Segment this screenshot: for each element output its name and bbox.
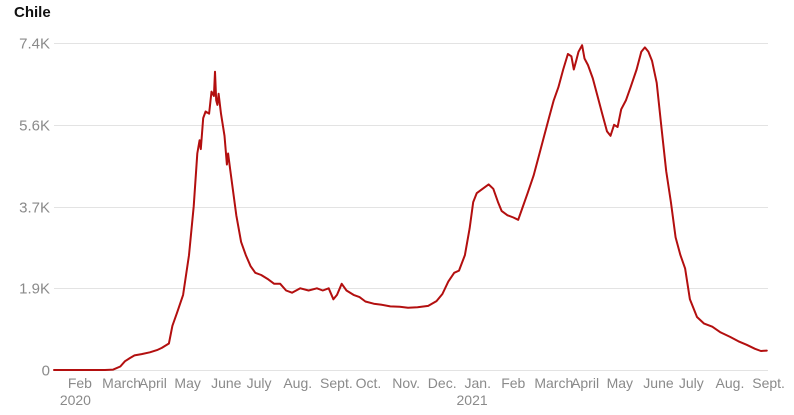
x-tick-label: July — [247, 375, 272, 391]
x-tick-label: Nov. — [392, 375, 420, 391]
gridlines — [54, 43, 768, 371]
x-year-label: 2021 — [457, 392, 488, 408]
y-tick-label: 7.4K — [19, 36, 50, 53]
x-tick-label: Aug. — [283, 375, 312, 391]
y-tick-label: 3.7K — [19, 200, 50, 217]
x-tick-label: March — [102, 375, 141, 391]
x-tick-label: June — [643, 375, 674, 391]
series-line — [53, 44, 768, 371]
x-tick-label: Aug. — [716, 375, 745, 391]
x-tick-label: April — [139, 375, 167, 391]
x-tick-label: Oct. — [356, 375, 382, 391]
x-tick-label: Sept. — [320, 375, 353, 391]
x-tick-label: May — [607, 375, 633, 391]
x-tick-label: Feb — [68, 375, 92, 391]
y-tick-label: 1.9K — [19, 281, 50, 298]
x-tick-label: April — [571, 375, 599, 391]
x-tick-label: May — [174, 375, 200, 391]
x-tick-label: June — [211, 375, 242, 391]
y-tick-label: 0 — [42, 363, 50, 380]
x-tick-label: Dec. — [428, 375, 457, 391]
x-tick-label: Feb — [501, 375, 525, 391]
x-tick-label: Jan. — [465, 375, 491, 391]
x-tick-label: July — [679, 375, 704, 391]
y-tick-label: 5.6K — [19, 118, 50, 135]
chart-title: Chile — [14, 4, 51, 21]
x-tick-label: Sept. — [752, 375, 785, 391]
x-tick-label: March — [534, 375, 573, 391]
y-axis: 0 1.9K 3.7K 5.6K 7.4K — [19, 36, 50, 380]
x-year-label: 2020 — [60, 392, 91, 408]
series-layer — [53, 44, 768, 371]
